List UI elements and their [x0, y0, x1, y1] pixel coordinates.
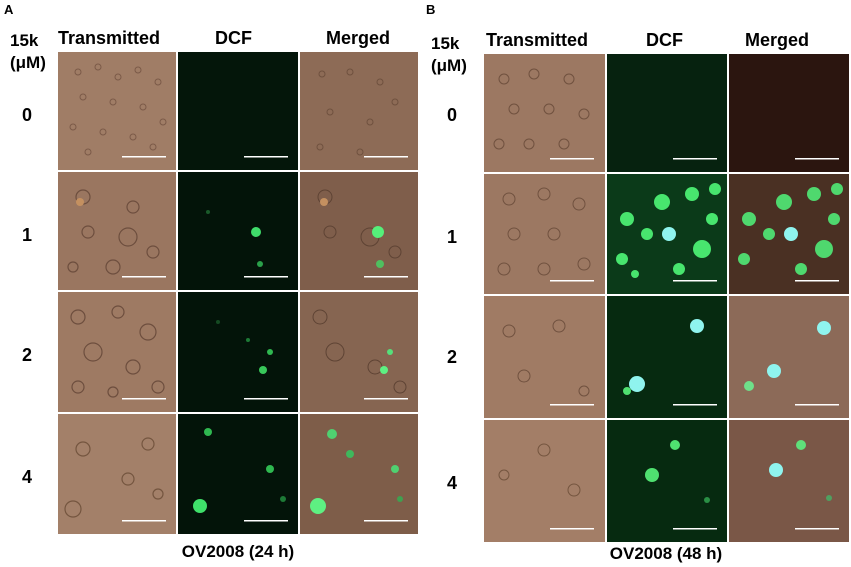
micrograph-a-3-dcf [178, 414, 298, 534]
column-header-merged-a: Merged [326, 28, 391, 48]
concentration-header-line2: (μM) [10, 53, 46, 72]
concentration-header-line1: 15k [431, 34, 460, 53]
column-header-merged-b: Merged [745, 30, 810, 50]
micrograph-b-2-transmitted [484, 296, 605, 418]
micrograph-a-2-merged [300, 292, 418, 412]
micrograph-a-1-transmitted [58, 172, 176, 290]
micrograph-b-1-dcf [607, 174, 727, 294]
row-label-a-0: 0 [21, 105, 32, 125]
column-header-transmitted-a: Transmitted [58, 28, 161, 48]
row-label-b-0: 0 [446, 105, 457, 125]
micrograph-a-3-transmitted [58, 414, 176, 534]
caption-a: OV2008 (24 h) [181, 542, 295, 561]
micrograph-a-1-merged [300, 172, 418, 290]
micrograph-a-0-transmitted [58, 52, 176, 170]
column-header-dcf-b: DCF [646, 30, 683, 50]
concentration-header-a: 15k (μM) [10, 30, 46, 74]
micrograph-b-3-dcf [607, 420, 727, 542]
micrograph-a-3-merged [300, 414, 418, 534]
micrograph-b-3-transmitted [484, 420, 605, 542]
row-label-a-2: 2 [21, 345, 32, 365]
micrograph-b-0-dcf [607, 54, 727, 172]
micrograph-b-2-merged [729, 296, 849, 418]
micrograph-b-1-transmitted [484, 174, 605, 294]
micrograph-a-2-transmitted [58, 292, 176, 412]
column-header-dcf-a: DCF [215, 28, 252, 48]
micrograph-b-1-merged [729, 174, 849, 294]
micrograph-a-0-merged [300, 52, 418, 170]
row-label-a-3: 4 [21, 467, 32, 487]
row-label-b-3: 4 [446, 473, 457, 493]
row-label-b-1: 1 [446, 227, 457, 247]
row-label-a-1: 1 [21, 225, 32, 245]
panel-label-b: B [426, 2, 436, 17]
column-header-transmitted-b: Transmitted [486, 30, 589, 50]
caption-b: OV2008 (48 h) [609, 544, 723, 563]
micrograph-a-0-dcf [178, 52, 298, 170]
micrograph-b-0-transmitted [484, 54, 605, 172]
micrograph-b-3-merged [729, 420, 849, 542]
micrograph-b-0-merged [729, 54, 849, 172]
micrograph-b-2-dcf [607, 296, 727, 418]
concentration-header-b: 15k (μM) [431, 33, 467, 77]
micrograph-a-2-dcf [178, 292, 298, 412]
micrograph-a-1-dcf [178, 172, 298, 290]
concentration-header-line1: 15k [10, 31, 39, 50]
concentration-header-line2: (μM) [431, 56, 467, 75]
row-label-b-2: 2 [446, 347, 457, 367]
panel-label-a: A [4, 2, 14, 17]
